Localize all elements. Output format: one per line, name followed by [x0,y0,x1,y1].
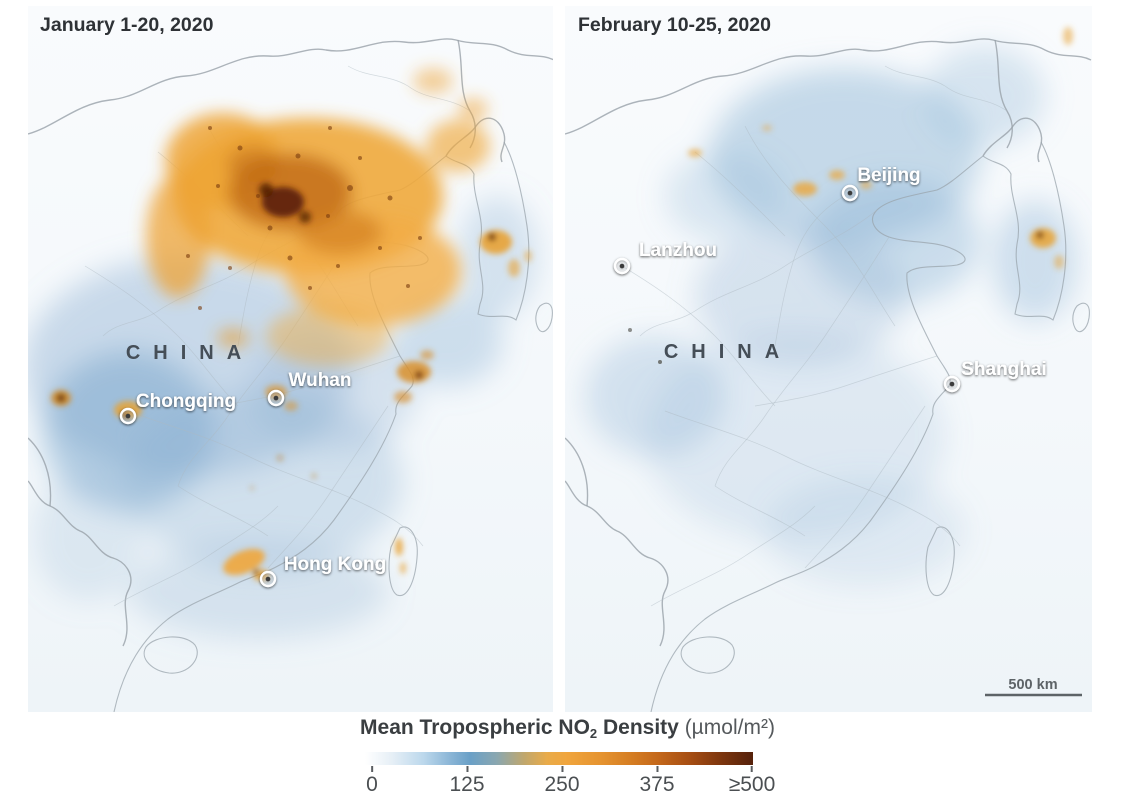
tick-label: 375 [639,773,675,796]
tick-mark [655,766,658,772]
pollution-speckles [186,126,422,310]
map-panel-january: January 1-20, 2020 CHINA Chongqing Wuhan… [28,6,553,712]
tick-label: ≥500 [728,773,776,796]
colorbar-tick-500: ≥500 [728,766,776,797]
city-label-shanghai: Shanghai [961,359,1047,380]
tick-mark [371,766,373,772]
map-panel-february: February 10-25, 2020 CHINA Lanzhou Beiji… [565,6,1092,712]
country-label-china-left: CHINA [126,342,254,364]
scale-bar-label: 500 km [1008,677,1057,693]
panel-title-january: January 1-20, 2020 [40,14,214,36]
city-marker-chongqing [119,407,137,425]
colorbar-gradient [365,752,753,765]
tick-label: 0 [366,773,378,796]
legend-title-suffix: Density [597,716,685,739]
city-marker-hong-kong [259,570,277,588]
city-marker-wuhan [267,389,285,407]
legend-unit: (µmol/m²) [684,716,775,739]
city-label-beijing: Beijing [857,165,920,186]
city-marker-lanzhou [613,257,631,275]
scale-bar: 500 km [985,677,1082,697]
tick-mark [560,766,563,772]
city-label-wuhan: Wuhan [289,370,352,391]
colorbar-tick-375: 375 [639,766,675,797]
country-label-china-right: CHINA [664,341,792,363]
legend-no2-subscript: 2 [589,726,598,741]
tick-mark [465,766,468,772]
pollution-overlay-january [51,68,532,581]
legend-title: Mean Tropospheric NO2 Density (µmol/m²) [0,716,1135,741]
city-marker-shanghai [943,375,961,393]
legend-title-main: Mean Tropospheric NO [360,716,590,739]
city-marker-beijing [841,184,859,202]
city-label-lanzhou: Lanzhou [639,240,717,261]
tick-label: 125 [449,773,485,796]
tick-label: 250 [544,773,580,796]
colorbar-tick-250: 250 [544,766,580,797]
panel-title-february: February 10-25, 2020 [578,14,771,36]
city-label-hong-kong: Hong Kong [284,554,386,575]
city-label-chongqing: Chongqing [136,391,236,412]
tick-mark [750,766,753,772]
pollution-overlay-february [628,27,1073,364]
colorbar-tick-0: 0 [366,766,378,797]
colorbar-ticks: 0 125 250 375 ≥500 [365,766,775,798]
colorbar-tick-125: 125 [449,766,485,797]
